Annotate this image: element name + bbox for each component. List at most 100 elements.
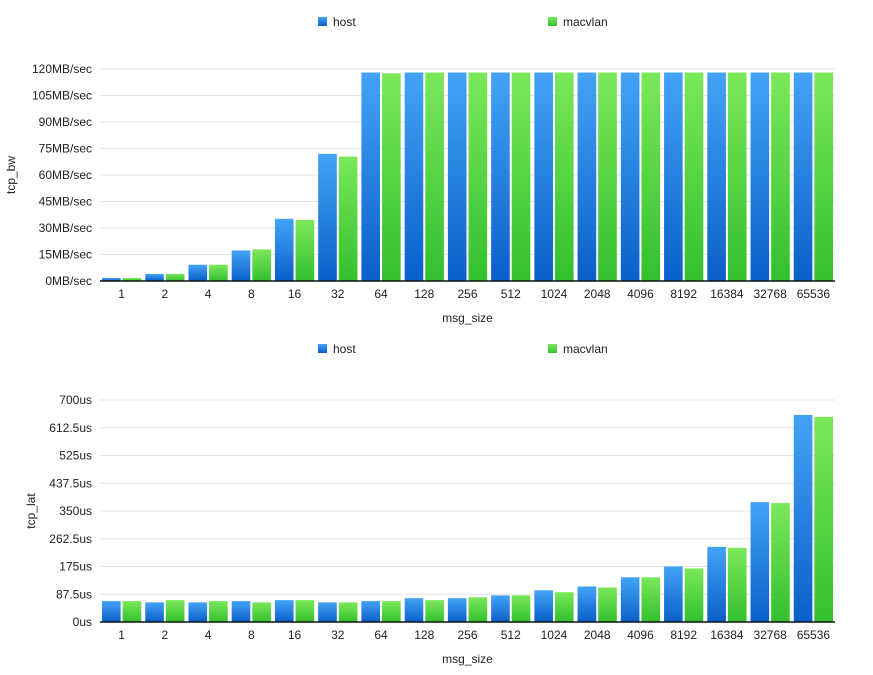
x-tick-label: 1024 bbox=[541, 287, 568, 301]
y-tick-label: 87.5us bbox=[56, 587, 92, 601]
legend-swatch-host bbox=[318, 344, 327, 353]
y-tick-label: 30MB/sec bbox=[39, 221, 92, 235]
bar-host-2 bbox=[145, 602, 164, 622]
x-tick-label: 8 bbox=[248, 287, 255, 301]
bar-host-32 bbox=[318, 602, 337, 622]
x-tick-label: 2048 bbox=[584, 287, 611, 301]
x-tick-label: 32768 bbox=[753, 287, 787, 301]
bar-macvlan-65536 bbox=[814, 72, 833, 282]
x-tick-label: 256 bbox=[457, 287, 477, 301]
x-tick-label: 1 bbox=[118, 628, 125, 642]
bar-macvlan-16 bbox=[295, 600, 315, 622]
y-tick-label: 262.5us bbox=[49, 532, 92, 546]
x-tick-label: 32768 bbox=[753, 628, 787, 642]
bar-macvlan-8192 bbox=[684, 72, 704, 282]
x-axis-title: msg_size bbox=[442, 652, 493, 666]
x-tick-label: 16384 bbox=[710, 628, 744, 642]
x-tick-label: 8192 bbox=[670, 287, 697, 301]
bar-host-4 bbox=[188, 602, 208, 622]
x-axis-title: msg_size bbox=[442, 311, 493, 325]
x-tick-label: 1 bbox=[118, 287, 125, 301]
bar-macvlan-8 bbox=[252, 602, 271, 622]
y-tick-label: 0us bbox=[73, 615, 92, 629]
bar-macvlan-32768 bbox=[771, 503, 790, 622]
x-tick-label: 16384 bbox=[710, 287, 744, 301]
bar-macvlan-32 bbox=[338, 602, 358, 622]
bar-host-16 bbox=[274, 600, 294, 622]
bar-host-8 bbox=[231, 250, 251, 281]
legend-label-host: host bbox=[333, 15, 356, 29]
bar-macvlan-4096 bbox=[641, 72, 661, 282]
bar-host-8192 bbox=[664, 72, 683, 282]
y-tick-label: 60MB/sec bbox=[39, 168, 92, 182]
x-tick-label: 65536 bbox=[797, 628, 831, 642]
bar-macvlan-8 bbox=[252, 249, 271, 281]
y-tick-label: 525us bbox=[59, 449, 92, 463]
bar-host-256 bbox=[447, 72, 467, 282]
bar-host-512 bbox=[491, 72, 510, 282]
bar-macvlan-65536 bbox=[814, 416, 833, 622]
x-tick-label: 16 bbox=[288, 628, 302, 642]
x-tick-label: 8192 bbox=[670, 628, 697, 642]
bar-macvlan-16 bbox=[295, 219, 315, 281]
bar-macvlan-512 bbox=[511, 595, 531, 622]
y-tick-label: 105MB/sec bbox=[32, 89, 92, 103]
y-tick-label: 45MB/sec bbox=[39, 195, 92, 209]
legend-label-macvlan: macvlan bbox=[563, 342, 608, 356]
bar-macvlan-1 bbox=[122, 601, 142, 622]
bar-macvlan-16384 bbox=[727, 547, 747, 622]
x-tick-label: 4096 bbox=[627, 628, 654, 642]
y-tick-label: 700us bbox=[59, 393, 92, 407]
bar-host-16384 bbox=[707, 546, 726, 622]
x-tick-label: 65536 bbox=[797, 287, 831, 301]
legend-label-macvlan: macvlan bbox=[563, 15, 608, 29]
x-tick-label: 32 bbox=[331, 287, 345, 301]
x-tick-label: 2048 bbox=[584, 628, 611, 642]
bar-macvlan-8192 bbox=[684, 568, 704, 622]
y-axis-title: tcp_bw bbox=[4, 156, 18, 194]
bar-macvlan-2 bbox=[165, 600, 185, 622]
x-tick-label: 128 bbox=[414, 628, 434, 642]
bar-macvlan-2048 bbox=[598, 72, 617, 282]
y-axis-title: tcp_lat bbox=[24, 493, 38, 529]
x-tick-label: 512 bbox=[501, 628, 521, 642]
bar-host-32 bbox=[318, 153, 337, 281]
y-tick-label: 437.5us bbox=[49, 476, 92, 490]
bar-macvlan-4 bbox=[209, 601, 228, 622]
y-tick-label: 90MB/sec bbox=[39, 115, 92, 129]
y-tick-label: 612.5us bbox=[49, 421, 92, 435]
x-tick-label: 4096 bbox=[627, 287, 654, 301]
bar-macvlan-1024 bbox=[554, 72, 574, 282]
y-tick-label: 75MB/sec bbox=[39, 142, 92, 156]
x-tick-label: 64 bbox=[374, 287, 388, 301]
bar-host-64 bbox=[361, 72, 381, 282]
x-tick-label: 2 bbox=[162, 287, 169, 301]
bar-host-128 bbox=[404, 72, 424, 282]
bar-host-65536 bbox=[793, 72, 813, 282]
x-tick-label: 1024 bbox=[541, 628, 568, 642]
bar-macvlan-256 bbox=[468, 72, 488, 282]
bar-macvlan-256 bbox=[468, 597, 488, 622]
bar-host-65536 bbox=[793, 414, 813, 622]
y-tick-label: 15MB/sec bbox=[39, 248, 92, 262]
y-tick-label: 0MB/sec bbox=[45, 274, 92, 288]
bar-host-1 bbox=[102, 277, 121, 281]
x-tick-label: 4 bbox=[205, 287, 212, 301]
x-tick-label: 16 bbox=[288, 287, 302, 301]
bar-macvlan-1 bbox=[122, 277, 142, 281]
x-tick-label: 256 bbox=[457, 628, 477, 642]
bar-host-2048 bbox=[577, 72, 597, 282]
bar-host-1024 bbox=[534, 590, 553, 622]
bar-macvlan-1024 bbox=[554, 592, 574, 622]
x-tick-label: 8 bbox=[248, 628, 255, 642]
bar-host-32768 bbox=[750, 72, 770, 282]
bar-macvlan-64 bbox=[382, 601, 401, 622]
bar-host-4096 bbox=[620, 577, 640, 622]
bar-host-1 bbox=[102, 601, 121, 622]
bar-host-8192 bbox=[664, 566, 683, 622]
bar-macvlan-2048 bbox=[598, 587, 617, 622]
legend-swatch-macvlan bbox=[548, 17, 557, 26]
bar-macvlan-4096 bbox=[641, 577, 661, 622]
bar-host-4 bbox=[188, 264, 208, 281]
